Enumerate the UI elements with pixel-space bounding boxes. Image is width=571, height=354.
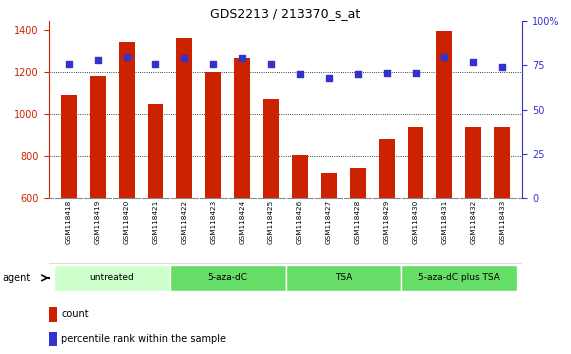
Point — [469, 59, 478, 65]
Point — [151, 61, 160, 67]
Text: 5-aza-dC: 5-aza-dC — [208, 273, 248, 282]
Bar — [286, 265, 401, 291]
Point — [180, 56, 189, 61]
Text: GSM118433: GSM118433 — [499, 200, 505, 245]
Point — [382, 70, 391, 75]
Text: GSM118427: GSM118427 — [326, 200, 332, 245]
Text: GSM118426: GSM118426 — [297, 200, 303, 245]
Bar — [61, 95, 77, 198]
Point — [295, 72, 304, 77]
Text: GSM118432: GSM118432 — [471, 200, 476, 245]
Point — [440, 54, 449, 59]
Bar — [49, 332, 57, 347]
Bar — [119, 42, 135, 198]
Text: GSM118418: GSM118418 — [66, 200, 72, 245]
Bar — [401, 265, 517, 291]
Bar — [176, 38, 192, 198]
Point — [353, 72, 363, 77]
Text: untreated: untreated — [90, 273, 135, 282]
Bar — [90, 76, 106, 198]
Bar — [206, 72, 221, 198]
Bar — [234, 58, 250, 198]
Text: TSA: TSA — [335, 273, 352, 282]
Bar — [494, 127, 510, 198]
Text: GSM118428: GSM118428 — [355, 200, 361, 245]
Bar — [321, 173, 337, 198]
Bar — [379, 139, 395, 198]
Point — [122, 54, 131, 59]
Bar — [436, 31, 452, 198]
Text: GSM118429: GSM118429 — [384, 200, 389, 245]
Point — [324, 75, 333, 81]
Bar — [408, 127, 424, 198]
Text: GSM118420: GSM118420 — [123, 200, 130, 245]
Text: percentile rank within the sample: percentile rank within the sample — [61, 334, 226, 344]
Bar — [465, 127, 481, 198]
Bar — [147, 104, 163, 198]
Point — [411, 70, 420, 75]
Text: 5-aza-dC plus TSA: 5-aza-dC plus TSA — [418, 273, 500, 282]
Text: GSM118430: GSM118430 — [412, 200, 419, 245]
Point — [267, 61, 276, 67]
Point — [208, 61, 218, 67]
Point — [64, 61, 73, 67]
Bar — [54, 265, 170, 291]
Text: GSM118419: GSM118419 — [95, 200, 100, 245]
Text: GSM118423: GSM118423 — [210, 200, 216, 245]
Bar — [350, 168, 365, 198]
Text: GSM118431: GSM118431 — [441, 200, 448, 245]
Bar — [263, 99, 279, 198]
Point — [238, 56, 247, 61]
Text: GSM118424: GSM118424 — [239, 200, 245, 245]
Text: agent: agent — [3, 273, 31, 283]
Point — [498, 64, 507, 70]
Bar — [170, 265, 286, 291]
Text: GSM118425: GSM118425 — [268, 200, 274, 245]
Bar — [292, 155, 308, 198]
Text: count: count — [61, 309, 89, 319]
Text: GSM118421: GSM118421 — [152, 200, 159, 245]
Point — [93, 57, 102, 63]
Bar — [49, 307, 57, 322]
Title: GDS2213 / 213370_s_at: GDS2213 / 213370_s_at — [210, 7, 361, 20]
Text: GSM118422: GSM118422 — [182, 200, 187, 245]
